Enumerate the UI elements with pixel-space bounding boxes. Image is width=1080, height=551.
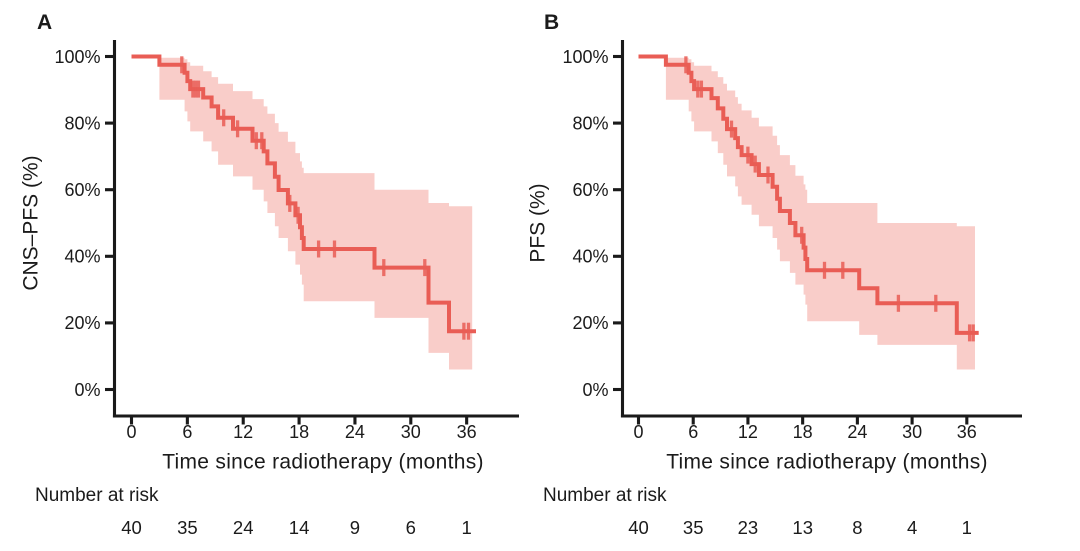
- y-tick-label: 0%: [74, 380, 100, 400]
- panel-a-x-axis-title: Time since radiotherapy (months): [162, 450, 484, 474]
- x-tick-label: 6: [182, 422, 192, 442]
- number-at-risk-value: 6: [406, 517, 416, 538]
- ci-band: [159, 57, 473, 370]
- number-at-risk-value: 9: [350, 517, 360, 538]
- censor-marks: [180, 56, 471, 340]
- number-at-risk-value: 35: [683, 517, 704, 538]
- number-at-risk-value: 4: [907, 517, 917, 538]
- panel-a-letter: A: [37, 11, 53, 34]
- x-tick-label: 30: [902, 422, 922, 442]
- x-tick-label: 18: [793, 422, 813, 442]
- number-at-risk-value: 24: [233, 517, 254, 538]
- survival-curve: [131, 54, 476, 334]
- x-tick-label: 24: [847, 422, 867, 442]
- y-tick-label: 60%: [64, 180, 100, 200]
- y-tick-label: 0%: [582, 380, 608, 400]
- number-at-risk-row: 40 35 23 13 8 4 1: [628, 517, 972, 538]
- y-tick-label: 80%: [64, 113, 100, 133]
- number-at-risk-row: 40 35 24 14 9 6 1: [121, 517, 472, 538]
- number-at-risk-value: 40: [121, 517, 142, 538]
- y-tick-label: 80%: [572, 113, 608, 133]
- panel-b-number-at-risk-label: Number at risk: [543, 485, 667, 506]
- x-tick-label: 12: [738, 422, 758, 442]
- axes: [613, 40, 1022, 425]
- number-at-risk-value: 8: [852, 517, 862, 538]
- number-at-risk-value: 13: [792, 517, 813, 538]
- x-tick-label: 24: [345, 422, 365, 442]
- y-tick-label: 100%: [562, 47, 608, 67]
- panel-b: 0 6 12 18 24 30 360%20%40%60%80%100%40 35 23 13 8 4…: [562, 40, 1022, 538]
- number-at-risk-value: 23: [738, 517, 759, 538]
- panel-b-y-axis-title: PFS (%): [526, 183, 550, 263]
- ci-band: [665, 57, 975, 370]
- x-tick-label: 6: [688, 422, 698, 442]
- x-tick-label: 12: [233, 422, 253, 442]
- panel-a-y-axis-title: CNS–PFS (%): [19, 155, 43, 291]
- y-tick-label: 60%: [572, 180, 608, 200]
- y-tick-label: 40%: [64, 247, 100, 267]
- x-tick-label: 18: [289, 422, 309, 442]
- x-tick-label: 36: [957, 422, 977, 442]
- y-tick-label: 20%: [64, 313, 100, 333]
- y-tick-label: 20%: [572, 313, 608, 333]
- number-at-risk-value: 1: [462, 517, 472, 538]
- x-tick-label: 36: [457, 422, 477, 442]
- tick-labels: 0 6 12 18 24 30 36 0% 20% 40% 60% 80% 100%: [562, 47, 976, 442]
- panel-b-letter: B: [544, 11, 560, 34]
- x-tick-label: 0: [633, 422, 643, 442]
- y-tick-label: 100%: [54, 47, 100, 67]
- x-tick-label: 30: [401, 422, 421, 442]
- panel-b-x-axis-title: Time since radiotherapy (months): [666, 450, 988, 474]
- tick-labels: 0 6 12 18 24 30 36 0% 20% 40% 60% 80% 100%: [54, 47, 476, 442]
- panel-a-number-at-risk-label: Number at risk: [35, 485, 159, 506]
- number-at-risk-value: 40: [628, 517, 649, 538]
- censor-marks: [684, 56, 975, 342]
- number-at-risk-value: 35: [177, 517, 198, 538]
- axes: [105, 40, 519, 425]
- panel-a: 0 6 12 18 24 30 36 0% 20% 40% 60% 80% 100% 40 35 24 14 9 6…: [54, 40, 519, 538]
- x-tick-label: 0: [126, 422, 136, 442]
- number-at-risk-value: 14: [289, 517, 310, 538]
- y-tick-label: 40%: [572, 247, 608, 267]
- number-at-risk-value: 1: [962, 517, 972, 538]
